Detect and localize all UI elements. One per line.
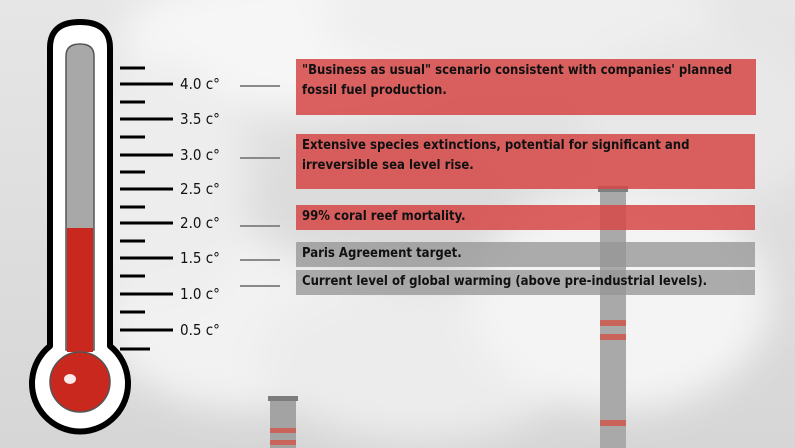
connector-2-0 [240, 225, 280, 227]
tick-label-3-5: 3.5 c° [180, 110, 220, 128]
bulb-highlight [64, 374, 76, 384]
scale-ticks [120, 66, 173, 351]
mercury-bulb [49, 351, 111, 413]
tick-label-3-0: 3.0 c° [180, 146, 220, 164]
tick-label-1-5: 1.5 c° [180, 249, 220, 267]
scenario-species-extinctions: Extensive species extinctions, potential… [296, 134, 755, 189]
scenario-coral-reef-mortality: 99% coral reef mortality. [296, 205, 755, 230]
mercury-column [67, 228, 93, 352]
scenario-paris-agreement: Paris Agreement target. [296, 242, 755, 267]
tick-label-1-0: 1.0 c° [180, 285, 220, 303]
tick-label-2-0: 2.0 c° [180, 214, 220, 232]
scenario-current-warming: Current level of global warming (above p… [296, 270, 755, 295]
tick-label-0-5: 0.5 c° [180, 321, 220, 339]
scenario-business-as-usual: "Business as usual" scenario consistent … [296, 59, 756, 115]
connector-3-0 [240, 157, 280, 159]
connector-1-0 [240, 285, 280, 287]
chimney-left [268, 396, 298, 448]
tick-label-2-5: 2.5 c° [180, 180, 220, 198]
connector-4-0 [240, 85, 280, 87]
chimney-right [598, 186, 628, 448]
tick-label-4-0: 4.0 c° [180, 75, 220, 93]
connector-1-5 [240, 259, 280, 261]
